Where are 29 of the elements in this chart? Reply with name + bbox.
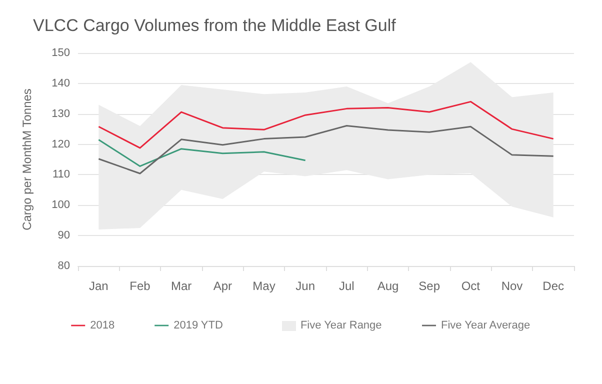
y-tick-label: 120 [52,138,70,150]
x-tick-label: Dec [542,279,564,293]
legend-label: 2018 [90,320,115,332]
y-tick-label: 150 [52,47,70,59]
x-tick-label: May [252,279,276,293]
y-axis-title: Cargo per MonthM Tonnes [20,88,34,230]
y-tick-label: 100 [52,199,70,212]
x-tick-label: Jan [88,279,108,293]
x-tick-label: Nov [501,279,523,293]
y-tick-label: 110 [52,168,70,181]
x-tick-label: Aug [377,279,399,293]
text: Five Year Range [282,320,382,332]
x-tick-label: Sep [418,279,440,293]
y-tick-label: 90 [58,230,70,242]
line-series [98,100,554,149]
chart-title: VLCC Cargo Volumes from the Middle East Gulf [33,16,396,35]
y-tick-label: 80 [58,260,70,272]
x-tick-label: Feb [130,279,151,293]
x-tick-label: Oct [461,279,481,293]
x-tick-label: Jun [296,279,316,293]
legend-label: Five Year Average [440,320,530,332]
y-tick-label: 140 [52,77,70,90]
x-tick-label: Apr [213,279,232,293]
x-tick-label: Mar [170,279,192,293]
line-series [98,124,554,174]
x-tick-label: Jul [338,279,354,293]
line-series [98,138,306,167]
legend-label: 2019 YTD [174,320,223,332]
y-tick-label: 130 [52,108,70,120]
